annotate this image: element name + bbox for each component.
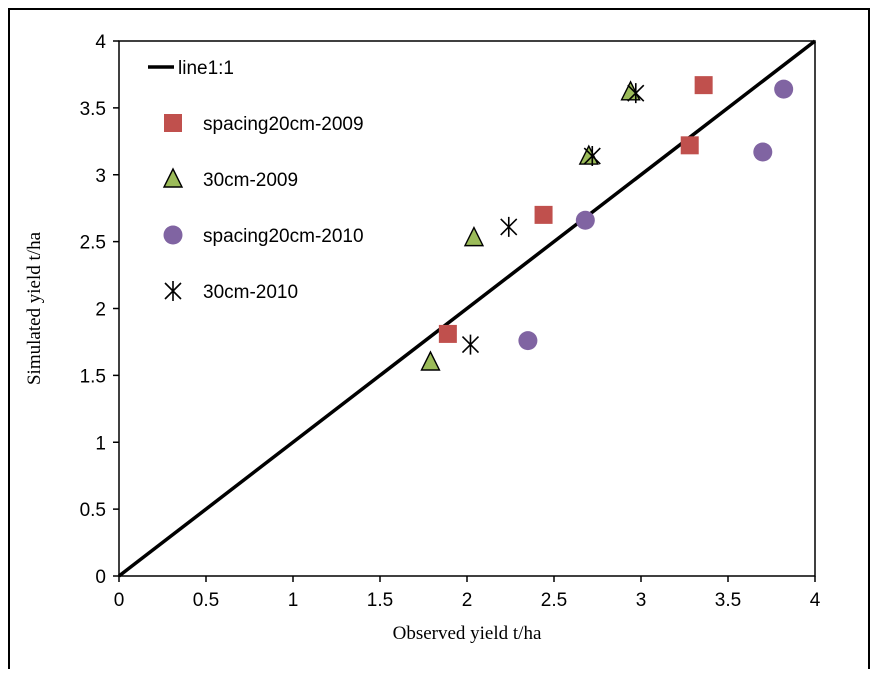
x-tick-label: 4 <box>810 590 821 611</box>
x-tick-label: 3 <box>636 590 647 611</box>
data-point-triangle <box>420 350 441 371</box>
y-tick-label: 0 <box>95 567 106 588</box>
legend-label: line1:1 <box>178 58 234 79</box>
legend-marker-triangle <box>162 167 184 188</box>
legend-marker-square <box>164 114 182 132</box>
data-point-square <box>534 205 553 224</box>
x-tick-label: 1 <box>288 590 299 611</box>
legend-label: spacing20cm-2010 <box>203 226 364 247</box>
y-tick-label: 0.5 <box>80 500 106 521</box>
legend-marker-star <box>164 281 182 301</box>
data-points <box>420 76 794 371</box>
data-point-triangle <box>463 226 485 247</box>
data-point-star <box>500 216 518 237</box>
chart-frame <box>8 8 870 669</box>
legend-label: 30cm-2009 <box>203 170 298 191</box>
y-tick-label: 2.5 <box>80 233 106 254</box>
x-tick-label: 0.5 <box>193 590 219 611</box>
series-circle <box>518 79 794 351</box>
legend-item: 30cm-2009 <box>162 167 298 191</box>
legend: line1:1 spacing20cm-2009 30cm-2009 spacing2… <box>148 58 364 303</box>
x-ticks: 0 0.5 1 1.5 2 2.5 3 3.5 4 <box>114 576 821 611</box>
data-point-triangle <box>578 144 599 165</box>
legend-item: line1:1 <box>148 58 234 79</box>
data-point-circle <box>575 210 595 230</box>
data-point-circle <box>753 142 773 162</box>
y-ticks: 0 0.5 1 1.5 2 2.5 3 3.5 4 <box>80 32 119 588</box>
y-tick-label: 1 <box>95 433 106 454</box>
y-tick-label: 4 <box>95 32 106 53</box>
x-axis-label: Observed yield t/ha <box>393 623 542 644</box>
data-point-circle <box>518 331 538 351</box>
data-point-square <box>438 324 457 343</box>
data-point-star <box>461 334 480 355</box>
y-axis-label: Simulated yield t/ha <box>24 231 45 385</box>
series-triangle <box>420 80 641 371</box>
legend-item: spacing20cm-2010 <box>163 225 364 247</box>
data-point-star <box>627 83 645 104</box>
legend-item: 30cm-2010 <box>164 281 298 303</box>
line-1-1 <box>117 39 817 578</box>
x-tick-label: 0 <box>114 590 125 611</box>
x-tick-label: 2.5 <box>541 590 567 611</box>
y-tick-label: 2 <box>95 300 106 321</box>
series-square <box>438 76 713 343</box>
legend-label: 30cm-2010 <box>203 282 298 303</box>
data-point-square <box>694 76 713 95</box>
data-point-star <box>583 146 601 167</box>
y-tick-label: 1.5 <box>80 366 106 387</box>
data-point-circle <box>774 79 794 99</box>
data-point-triangle <box>620 80 641 101</box>
series-star <box>461 83 645 355</box>
y-tick-label: 3 <box>95 166 106 187</box>
x-tick-label: 1.5 <box>367 590 393 611</box>
data-point-square <box>680 136 699 155</box>
x-tick-label: 2 <box>462 590 473 611</box>
legend-item: spacing20cm-2009 <box>164 114 364 135</box>
legend-marker-circle <box>163 225 183 245</box>
legend-label: spacing20cm-2009 <box>203 114 364 135</box>
x-tick-label: 3.5 <box>715 590 741 611</box>
reference-line <box>117 39 817 578</box>
y-tick-label: 3.5 <box>80 99 106 120</box>
